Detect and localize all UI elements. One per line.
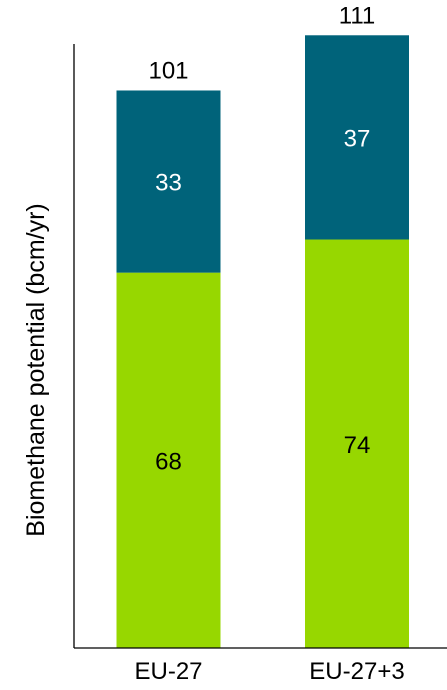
labels-group: 68 33 101 EU-27 74 37 111 EU-27+3 bbox=[134, 2, 404, 685]
segment-value-label-eu-27-1: 33 bbox=[155, 170, 182, 197]
bar-segment-eu-27-0 bbox=[116, 272, 221, 648]
bar-segment-eu-27-1 bbox=[116, 90, 221, 273]
bar-segment-eu-27-3-0 bbox=[305, 239, 409, 648]
y-axis-label: Biomethane potential (bcm/yr) bbox=[22, 203, 50, 536]
segment-value-label-eu-27-3-1: 37 bbox=[344, 125, 371, 152]
segment-value-label-eu-27-0: 68 bbox=[155, 448, 182, 475]
total-label-eu-27-3: 111 bbox=[339, 2, 375, 29]
x-tick-label-eu-27: EU-27 bbox=[134, 658, 202, 685]
bars-group bbox=[116, 35, 409, 648]
total-label-eu-27: 101 bbox=[148, 57, 188, 84]
x-tick-label-eu-27-3: EU-27+3 bbox=[309, 658, 404, 685]
segment-value-label-eu-27-3-0: 74 bbox=[344, 432, 371, 459]
bar-segment-eu-27-3-1 bbox=[305, 35, 409, 240]
